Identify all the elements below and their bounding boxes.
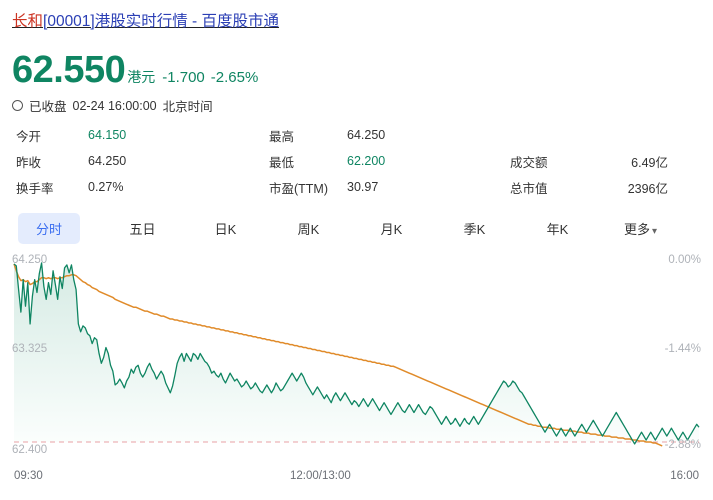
title-stock-name: 长和 [12,13,44,30]
stat-prev-close: 昨收 64.250 [0,152,245,171]
stat-label: 昨收 [16,155,42,170]
quote-timezone: 北京时间 [162,100,213,114]
stat-low: 最低 62.200 [245,152,490,171]
stat-pe-ttm: 市盈(TTM) 30.97 [245,178,490,197]
stat-value: 30.97 [347,180,379,194]
y-axis-label-mid: 63.325 [12,343,48,355]
clock-icon [12,100,23,111]
market-status-row: 已收盘 02-24 16:00:00 北京时间 [12,96,213,115]
y-axis-pct-mid: -1.44% [664,343,701,355]
tab-quarterly-k[interactable]: 季K [433,213,516,244]
y-axis-label-bottom: 62.400 [12,444,48,456]
y-axis-pct-bottom: -2.88% [664,439,701,451]
stat-turnover-amount: 成交额 6.49亿 [490,152,713,171]
stat-value: 6.49亿 [631,155,668,170]
price-change-percent: -2.65% [210,69,259,86]
stats-table: 今开 64.150 最高 64.250 昨收 64.250 最低 62.200 [0,122,713,200]
stat-high: 最高 64.250 [245,126,490,145]
page-title-link[interactable]: 长和[00001]港股实时行情 - 百度股市通 [12,13,279,30]
price-currency: 港元 [127,69,156,85]
intraday-chart[interactable]: 64.250 63.325 62.400 0.00% -1.44% -2.88%… [0,252,713,500]
stat-open: 今开 64.150 [0,126,245,145]
tab-label: 季K [463,221,486,237]
stat-value: 62.200 [347,154,386,168]
x-axis-label-noon: 12:00/13:00 [290,470,351,482]
stat-label: 换手率 [16,181,54,196]
stats-row: 换手率 0.27% 市盈(TTM) 30.97 总市值 2396亿 [0,174,713,200]
stat-value: 64.250 [347,128,386,142]
tab-label: 分时 [35,221,62,237]
tab-yearly-k[interactable]: 年K [516,213,599,244]
stat-label: 最低 [269,155,295,170]
stat-turnover-rate: 换手率 0.27% [0,178,245,197]
page-title: 长和[00001]港股实时行情 - 百度股市通 [12,12,279,32]
chart-background [0,252,713,500]
tab-monthly-k[interactable]: 月K [350,213,433,244]
tab-label: 五日 [129,221,156,237]
chart-area-fill [14,262,699,444]
tab-label: 周K [297,221,320,237]
stats-row: 今开 64.150 最高 64.250 [0,122,713,148]
price-change: -1.700 [162,69,205,86]
chart-period-tabs: 分时 五日 日K 周K 月K 季K 年K 更多 ▾ [0,206,713,250]
stat-label: 市盈(TTM) [269,181,329,196]
stat-value: 64.150 [88,128,127,142]
tab-weekly-k[interactable]: 周K [267,213,350,244]
quote-timestamp: 02-24 16:00:00 [72,98,157,113]
x-axis-label-open: 09:30 [14,470,43,482]
stats-row: 昨收 64.250 最低 62.200 成交额 6.49亿 [0,148,713,174]
quote-summary: 62.550 港元 -1.700 -2.65% [12,50,258,90]
tab-label: 月K [380,221,403,237]
stat-label: 成交额 [510,155,548,170]
stat-label: 今开 [16,129,42,144]
y-axis-label-top: 64.250 [12,254,48,266]
tab-more[interactable]: 更多 ▾ [599,213,682,244]
stat-market-cap: 总市值 2396亿 [490,178,713,197]
price-line [13,262,700,445]
stat-value: 2396亿 [627,181,668,196]
average-price-line [13,263,663,447]
x-axis-label-close: 16:00 [670,470,699,482]
tab-label: 年K [546,221,569,237]
title-stock-code: [00001] [43,13,95,30]
intraday-chart-svg[interactable] [0,252,713,500]
stat-value: 64.250 [88,154,127,168]
stat-label: 最高 [269,129,295,144]
stat-label: 总市值 [510,181,548,196]
stat-value: 0.27% [88,180,124,194]
market-status-label: 已收盘 [29,100,67,114]
current-price: 62.550 [12,49,126,91]
y-axis-pct-top: 0.00% [668,254,701,266]
title-suffix: 港股实时行情 - 百度股市通 [94,13,280,30]
chevron-down-icon: ▾ [651,225,658,237]
tab-five-day[interactable]: 五日 [101,213,184,244]
tab-daily-k[interactable]: 日K [184,213,267,244]
tab-more-label: 更多 [623,221,650,237]
tab-label: 日K [214,221,237,237]
tab-fenshi[interactable]: 分时 [18,212,80,244]
